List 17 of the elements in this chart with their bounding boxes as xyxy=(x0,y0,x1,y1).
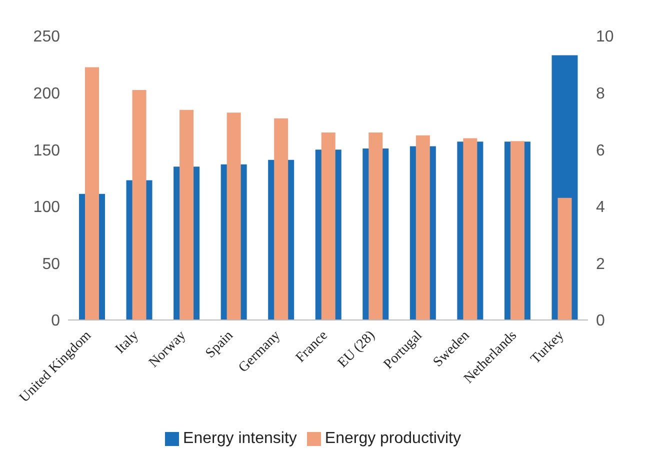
y2-tick-label: 10 xyxy=(596,28,614,46)
y2-tick-label: 0 xyxy=(596,312,605,330)
y2-tick-label: 8 xyxy=(596,85,605,102)
y2-tick-label: 6 xyxy=(596,142,605,160)
legend-label: Energy productivity xyxy=(324,430,461,447)
y-tick-label: 50 xyxy=(42,256,60,273)
y-tick-label: 100 xyxy=(33,199,60,216)
y-tick-label: 150 xyxy=(33,142,60,160)
legend-label: Energy intensity xyxy=(183,430,297,447)
y2-tick-label: 2 xyxy=(596,256,605,273)
y-tick-label: 250 xyxy=(33,28,60,46)
x-tick-label: Italy xyxy=(112,328,142,357)
y2-tick-label: 4 xyxy=(596,199,605,216)
bar xyxy=(558,198,572,320)
x-tick-label: EU (28) xyxy=(335,328,378,371)
y-tick-label: 200 xyxy=(33,85,60,102)
y-tick-label: 0 xyxy=(51,312,60,330)
